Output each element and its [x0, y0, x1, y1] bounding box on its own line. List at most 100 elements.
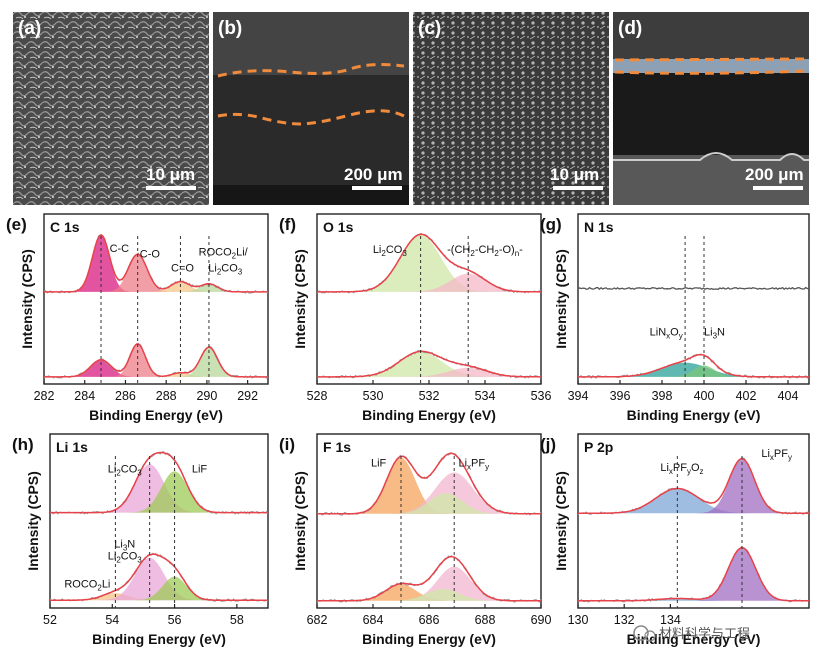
- x-tick-label: 56: [168, 613, 182, 627]
- peak-ROCO2Li: [50, 593, 268, 601]
- xps-panel-j: 130 132 134 P 2p (j) Binding Energy (eV) Inten…: [540, 433, 810, 647]
- x-tick-label: 284: [74, 389, 95, 403]
- peak-Li2CO3: [317, 351, 541, 377]
- series-bottom: [577, 353, 810, 379]
- peak-annotation: ROCO2Li/: [199, 246, 249, 260]
- series-top: [316, 452, 542, 516]
- peak-annotation: Li3N: [114, 539, 135, 553]
- x-tick-label: 290: [196, 389, 217, 403]
- x-tick-label: 282: [34, 389, 55, 403]
- peak-Li2CO3: [50, 464, 268, 513]
- panel-title: C 1s: [50, 219, 80, 235]
- fit-envelope: [317, 233, 541, 293]
- panel-label-b: (b): [218, 18, 242, 39]
- raw-spectrum: [577, 286, 810, 291]
- peak-annotation: LiNxOy: [650, 326, 683, 340]
- peak-annotation: ROCO2Li: [64, 578, 110, 592]
- peak-annotation: LixPFy: [458, 458, 489, 472]
- fit-envelope: [578, 457, 809, 514]
- panel-label: (i): [279, 435, 295, 454]
- series-bottom: [49, 552, 269, 603]
- plot-frame: [49, 433, 269, 609]
- x-tick-label: 690: [531, 613, 552, 627]
- peak-LiNxOy: [578, 362, 809, 377]
- fit-envelope: [578, 547, 809, 602]
- x-tick-label: 532: [419, 389, 440, 403]
- dashed-line-d-upper: [614, 57, 807, 62]
- xps-panel-g: 394 396 398 400 402 404 N 1s (g) Binding Energy …: [540, 213, 810, 423]
- watermark-text: 材料科学与工程: [659, 626, 750, 641]
- scale-bar-d: [753, 186, 803, 190]
- y-axis-label: Intensity (CPS): [292, 249, 308, 349]
- series-top: [49, 451, 269, 515]
- peak-C-C: [44, 235, 268, 292]
- x-tick-label: 396: [610, 389, 631, 403]
- x-tick-label: 536: [531, 389, 552, 403]
- scale-bar-b: [352, 186, 402, 190]
- xps-panel-f: 528 530 532 534 536 O 1s (f) Binding Energy (eV…: [279, 213, 552, 423]
- peak-PEO: [317, 273, 541, 292]
- peak-annotation: Li2CO3: [373, 244, 408, 258]
- x-axis-label: Binding Energy (eV): [627, 407, 761, 423]
- peak-annotation: Li2CO3: [208, 262, 243, 276]
- peak-Li3N-Li2CO3: [50, 557, 268, 601]
- x-axis-label: Binding Energy (eV): [627, 631, 761, 647]
- peak-ROCO2Li-Li2CO3: [44, 283, 268, 292]
- fit-envelope: [317, 452, 541, 515]
- peak-annotation: LixPFyOz: [660, 462, 703, 476]
- panel-label: (h): [12, 435, 34, 454]
- scale-label-d: 200 μm: [745, 165, 804, 184]
- x-tick-label: 400: [694, 389, 715, 403]
- x-tick-label: 534: [475, 389, 496, 403]
- panel-label-a: (a): [18, 18, 41, 39]
- plot-frame: [577, 213, 810, 385]
- sem-image-d-ridge: [613, 152, 809, 161]
- peak-LixPFy: [317, 472, 541, 514]
- raw-spectrum: [316, 232, 542, 294]
- peak-annotation: Li3N: [704, 326, 725, 340]
- x-tick-label: 286: [115, 389, 136, 403]
- panel-title: N 1s: [584, 219, 614, 235]
- panel-label: (g): [540, 215, 562, 234]
- sem-image-a: [13, 12, 209, 205]
- sem-panel-d: (d) 200 μm: [613, 12, 809, 205]
- fit-envelope: [578, 353, 809, 378]
- panel-label: (e): [6, 215, 27, 234]
- series-top: [316, 232, 542, 294]
- panel-title: F 1s: [323, 439, 351, 455]
- series-bottom: [43, 343, 269, 379]
- panel-label-c: (c): [418, 18, 441, 39]
- peak-annotation: LiF: [192, 464, 208, 476]
- x-tick-label: 530: [363, 389, 384, 403]
- xps-panel-i: 682 684 686 688 690 F 1s (i) Binding Energy (eV…: [279, 433, 552, 647]
- scale-label-a: 10 μm: [146, 165, 195, 184]
- watermark-icon: [633, 625, 649, 641]
- peak-ROCO2Li-Li2CO3: [44, 347, 268, 377]
- peak-Li2CO3: [317, 234, 541, 292]
- x-tick-label: 130: [568, 613, 589, 627]
- sem-image-d-base: [613, 155, 809, 205]
- dashed-line-b-lower: [217, 109, 405, 126]
- x-tick-label: 292: [237, 389, 258, 403]
- sem-image-d-body: [613, 73, 809, 155]
- x-tick-label: 58: [230, 613, 244, 627]
- x-tick-label: 528: [307, 389, 328, 403]
- x-tick-label: 686: [419, 613, 440, 627]
- peak-Li3N: [578, 365, 809, 377]
- peak-LiF: [50, 576, 268, 601]
- xps-panel-e: 282 284 286 288 290 292 C 1s (e) Binding Energy …: [6, 213, 269, 423]
- x-tick-label: 404: [778, 389, 799, 403]
- y-axis-label: Intensity (CPS): [553, 471, 569, 571]
- sem-image-b-top: [213, 12, 409, 75]
- peak-LiF: [50, 471, 268, 513]
- peak-green: [317, 493, 541, 514]
- raw-spectrum: [578, 546, 810, 603]
- xps-panels: 282 284 286 288 290 292 C 1s (e) Binding Energy …: [6, 213, 810, 647]
- x-tick-label: 398: [652, 389, 673, 403]
- x-tick-label: 402: [736, 389, 757, 403]
- scale-bar-a: [146, 186, 196, 190]
- sem-panel-a: (a) 10 μm: [13, 12, 209, 205]
- dashed-line-b-upper: [217, 63, 405, 78]
- peak-annotation: Li2CO3: [108, 464, 143, 478]
